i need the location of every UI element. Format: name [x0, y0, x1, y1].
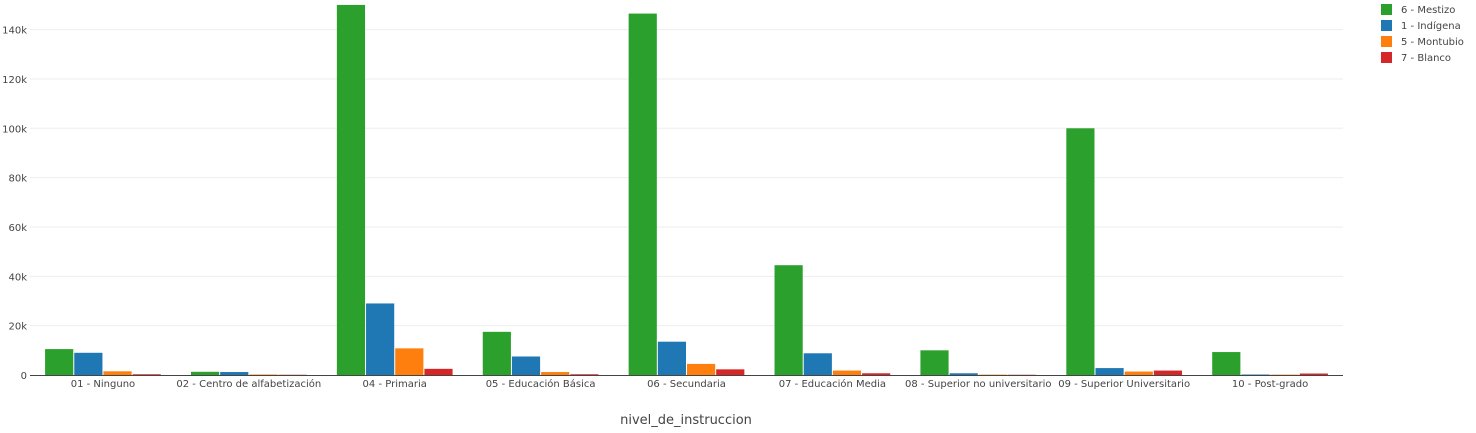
y-tick-label: 120k — [2, 75, 27, 86]
bar[interactable] — [541, 372, 570, 375]
bar[interactable] — [220, 372, 249, 375]
bar[interactable] — [687, 363, 716, 375]
bar[interactable] — [832, 370, 862, 375]
x-tick-label: 04 - Primaria — [363, 379, 427, 390]
bar-group — [628, 13, 745, 375]
legend-item[interactable]: 5 - Montubio — [1381, 36, 1464, 48]
bar[interactable] — [482, 331, 511, 375]
bar-group — [1066, 128, 1183, 375]
bar[interactable] — [366, 303, 395, 375]
bar-group — [190, 371, 307, 375]
y-tick-label: 60k — [8, 223, 27, 234]
legend-label: 6 - Mestizo — [1401, 5, 1455, 16]
bar-group — [482, 331, 599, 375]
bar-group — [336, 4, 453, 376]
legend-swatch — [1381, 20, 1392, 31]
bar[interactable] — [803, 353, 832, 375]
bar[interactable] — [1066, 128, 1095, 375]
legend-label: 7 - Blanco — [1401, 53, 1451, 64]
bar[interactable] — [395, 348, 424, 375]
bar[interactable] — [570, 374, 599, 375]
y-tick-label: 40k — [8, 272, 27, 283]
bar[interactable] — [74, 352, 103, 375]
x-tick-label: 05 - Educación Básica — [486, 378, 596, 390]
x-tick-label: 10 - Post-grado — [1232, 379, 1308, 390]
x-axis-title: nivel_de_instruccion — [620, 413, 752, 428]
bar-group — [45, 349, 161, 375]
legend-item[interactable]: 6 - Mestizo — [1381, 4, 1455, 16]
y-tick-label: 0 — [21, 371, 27, 382]
bar[interactable] — [190, 371, 220, 375]
bar[interactable] — [132, 374, 161, 375]
legend-label: 5 - Montubio — [1401, 37, 1464, 48]
bar[interactable] — [862, 373, 891, 375]
legend[interactable]: 6 - Mestizo 1 - Indígena 5 - Montubio 7 - B… — [1381, 4, 1464, 64]
y-tick-label: 140k — [2, 26, 27, 37]
x-tick-label: 02 - Centro de alfabetización — [176, 378, 321, 390]
x-tick-label: 01 - Ninguno — [71, 379, 135, 390]
legend-swatch — [1381, 52, 1392, 63]
x-tick-label: 06 - Secundaria — [647, 379, 726, 390]
bar[interactable] — [628, 13, 657, 375]
y-tick-label: 80k — [8, 174, 27, 185]
legend-item[interactable]: 7 - Blanco — [1381, 52, 1451, 64]
y-axis-ticks: 0 20k 40k 60k 80k 100k 120k 140k — [2, 26, 27, 382]
bar[interactable] — [336, 4, 366, 376]
legend-label: 1 - Indígena — [1401, 20, 1461, 32]
bar[interactable] — [716, 369, 745, 375]
bar-group — [774, 265, 891, 375]
bar[interactable] — [1095, 368, 1124, 375]
y-tick-label: 100k — [2, 124, 27, 135]
bar[interactable] — [1212, 352, 1241, 375]
bar[interactable] — [774, 265, 803, 375]
x-tick-label: 07 - Educación Media — [779, 378, 886, 390]
x-tick-label: 09 - Superior Universitario — [1058, 379, 1190, 390]
x-axis-ticks: 01 - Ninguno 02 - Centro de alfabetizació… — [71, 378, 1308, 390]
bar[interactable] — [1124, 371, 1153, 375]
y-tick-label: 20k — [8, 322, 27, 333]
legend-swatch — [1381, 4, 1392, 15]
legend-swatch — [1381, 36, 1392, 47]
bar-group — [1212, 352, 1328, 375]
bar[interactable] — [1153, 370, 1183, 375]
bar[interactable] — [920, 350, 949, 375]
bar-groups — [45, 4, 1328, 376]
grid-lines — [30, 29, 1343, 327]
bar[interactable] — [103, 371, 132, 375]
bar-group — [920, 350, 1037, 375]
legend-item[interactable]: 1 - Indígena — [1381, 20, 1461, 32]
bar[interactable] — [657, 341, 686, 375]
bar[interactable] — [45, 349, 74, 375]
bar[interactable] — [424, 368, 453, 375]
bar[interactable] — [949, 373, 978, 375]
bar[interactable] — [1299, 373, 1328, 375]
bar[interactable] — [511, 356, 541, 375]
x-tick-label: 08 - Superior no universitario — [905, 379, 1052, 390]
